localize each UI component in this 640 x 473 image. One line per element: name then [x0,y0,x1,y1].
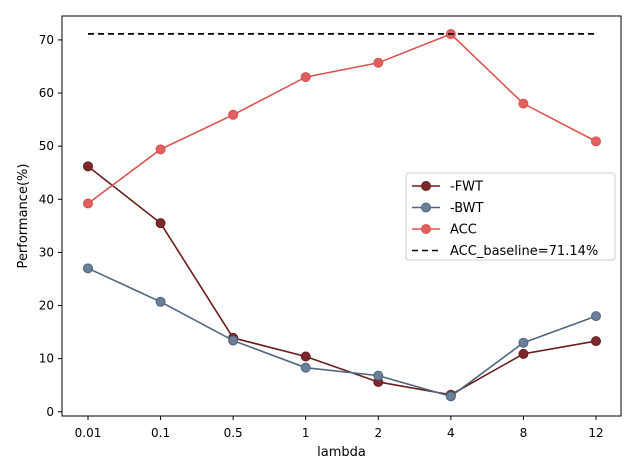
data-point [228,109,239,120]
x-tick-label: 4 [447,426,455,440]
data-point [83,198,93,209]
y-tick-label: 30 [39,245,54,259]
x-tick-label: 8 [520,426,528,440]
data-point [518,337,529,348]
legend-box [405,172,616,261]
x-tick-label: 12 [588,426,603,440]
data-point [591,311,601,322]
y-axis: 0 10 20 30 40 50 60 70 [39,33,62,419]
data-point [155,218,166,229]
x-tick-label: 1 [302,426,310,440]
data-point [228,335,239,346]
data-point [155,296,166,307]
series-2 [83,29,601,209]
legend-marker [421,181,431,191]
x-tick-label: 0.01 [75,426,102,440]
legend-marker [421,224,431,234]
y-axis-label: Performance(%) [16,164,31,269]
data-point [155,144,166,155]
data-point [83,263,93,274]
series-line [87,33,597,205]
series-line [87,165,597,396]
data-point [373,370,384,381]
series-layer [83,29,601,402]
x-axis: 0.01 0.1 0.5 1 2 4 8 12 [75,416,604,440]
legend-entry: ACC [450,223,477,238]
data-point [591,336,601,347]
series-1 [83,263,601,402]
data-point [445,391,456,402]
y-tick-label: 40 [39,192,54,206]
data-point [518,98,529,109]
y-tick-label: 0 [46,405,54,419]
y-tick-label: 10 [39,352,54,366]
legend-marker [421,202,431,213]
y-tick-label: 20 [39,299,54,313]
data-point [300,72,311,83]
x-axis-label: lambda [317,445,366,460]
y-tick-label: 50 [39,139,54,153]
legend-entry: -BWT [450,201,484,216]
data-point [591,136,601,147]
series-line [87,267,597,398]
x-tick-label: 2 [374,426,382,440]
data-point [518,348,529,359]
legend: -FWT -BWT ACC ACC_baseline=71.14% [405,172,616,261]
legend-entry: -FWT [450,180,483,195]
data-point [300,351,311,362]
x-tick-label: 0.1 [151,426,170,440]
y-tick-label: 70 [39,33,54,47]
data-point [83,161,93,172]
data-point [373,57,384,68]
x-tick-label: 0.5 [224,426,243,440]
y-tick-label: 60 [39,86,54,100]
data-point [300,362,311,373]
legend-entry: ACC_baseline=71.14% [450,244,598,259]
